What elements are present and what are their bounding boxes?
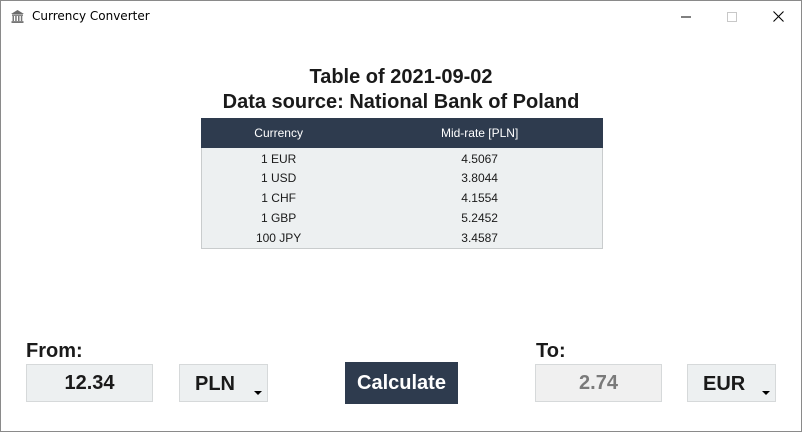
- rate-cell: 3.8044: [356, 168, 603, 188]
- currency-cell: 1 CHF: [201, 188, 357, 208]
- exchange-rates-table: Currency Mid-rate [PLN] 1 EUR 4.5067 1 U…: [201, 118, 603, 248]
- rate-cell: 4.5067: [356, 148, 603, 168]
- maximize-button[interactable]: [709, 1, 755, 32]
- title-bar[interactable]: Currency Converter: [1, 1, 801, 32]
- minimize-icon: [681, 16, 691, 17]
- close-icon: [772, 11, 784, 22]
- bank-building-icon: [11, 10, 24, 23]
- currency-cell: 100 JPY: [201, 228, 357, 248]
- table-row: 1 USD 3.8044: [201, 168, 603, 188]
- to-currency-value: EUR: [703, 373, 746, 395]
- table-row: 1 GBP 5.2452: [201, 208, 603, 228]
- from-currency-value: PLN: [195, 373, 235, 395]
- dropdown-arrow-icon: [762, 391, 770, 395]
- rate-cell: 4.1554: [356, 188, 603, 208]
- currency-cell: 1 GBP: [201, 208, 357, 228]
- rate-cell: 3.4587: [356, 228, 603, 248]
- table-row: 1 CHF 4.1554: [201, 188, 603, 208]
- dropdown-arrow-icon: [254, 391, 262, 395]
- window-title: Currency Converter: [32, 9, 150, 23]
- to-label: To:: [536, 340, 566, 362]
- calculate-button[interactable]: Calculate: [345, 362, 458, 404]
- rate-cell: 5.2452: [356, 208, 603, 228]
- table-date-heading: Table of 2021-09-02: [309, 66, 493, 88]
- close-button[interactable]: [755, 1, 801, 32]
- column-header-currency: Currency: [201, 118, 357, 148]
- currency-cell: 1 EUR: [201, 148, 357, 168]
- to-currency-select[interactable]: EUR: [687, 364, 776, 402]
- from-label: From:: [26, 340, 83, 362]
- table-row: 1 EUR 4.5067: [201, 148, 603, 168]
- column-header-mid-rate: Mid-rate [PLN]: [356, 118, 603, 148]
- maximize-icon: [727, 11, 737, 22]
- currency-cell: 1 USD: [201, 168, 357, 188]
- data-source-heading: Data source: National Bank of Poland: [222, 91, 580, 113]
- from-currency-select[interactable]: PLN: [179, 364, 268, 402]
- table-row: 100 JPY 3.4587: [201, 228, 603, 248]
- minimize-button[interactable]: [663, 1, 709, 32]
- table-header-row: Currency Mid-rate [PLN]: [201, 118, 603, 148]
- to-amount-output: [535, 364, 662, 402]
- from-amount-input[interactable]: [26, 364, 153, 402]
